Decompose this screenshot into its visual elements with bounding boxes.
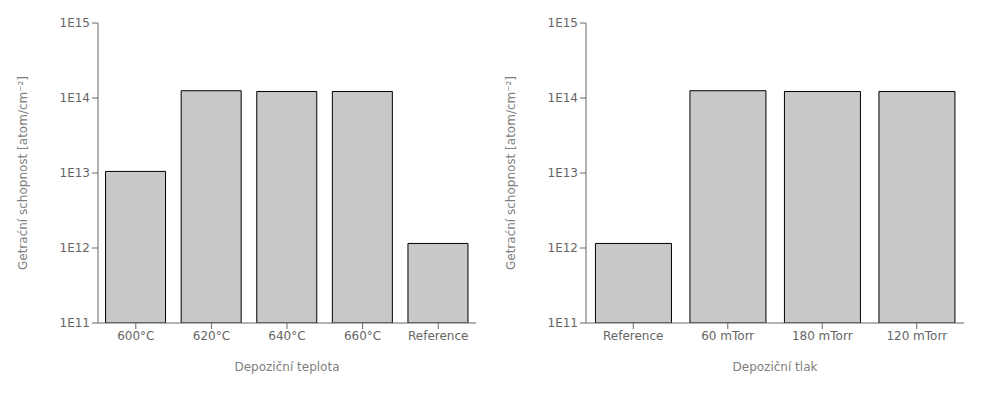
svg-text:1E13: 1E13 — [548, 166, 579, 180]
svg-text:640°C: 640°C — [268, 329, 305, 343]
svg-text:60 mTorr: 60 mTorr — [701, 329, 754, 343]
svg-text:Depoziční tlak: Depoziční tlak — [733, 360, 818, 374]
svg-text:Reference: Reference — [603, 329, 663, 343]
svg-text:Reference: Reference — [408, 329, 468, 343]
svg-text:Depoziční teplota: Depoziční teplota — [234, 360, 339, 374]
svg-text:Getraćní schopnost [atom/cm⁻²: Getraćní schopnost [atom/cm⁻²] — [504, 76, 518, 270]
svg-text:600°C: 600°C — [117, 329, 154, 343]
svg-text:120 mTorr: 120 mTorr — [886, 329, 947, 343]
svg-text:1E11: 1E11 — [60, 316, 91, 330]
svg-text:620°C: 620°C — [193, 329, 230, 343]
svg-text:1E12: 1E12 — [60, 241, 91, 255]
svg-text:1E14: 1E14 — [60, 91, 91, 105]
svg-text:1E14: 1E14 — [548, 91, 579, 105]
svg-text:180 mTorr: 180 mTorr — [792, 329, 853, 343]
svg-text:1E15: 1E15 — [60, 16, 91, 30]
svg-text:1E13: 1E13 — [60, 166, 91, 180]
svg-text:660°C: 660°C — [344, 329, 381, 343]
svg-text:1E15: 1E15 — [548, 16, 579, 30]
svg-text:1E12: 1E12 — [548, 241, 579, 255]
svg-text:1E11: 1E11 — [548, 316, 579, 330]
svg-text:Getraćní schopnost [atom/cm⁻²: Getraćní schopnost [atom/cm⁻²] — [16, 76, 30, 270]
